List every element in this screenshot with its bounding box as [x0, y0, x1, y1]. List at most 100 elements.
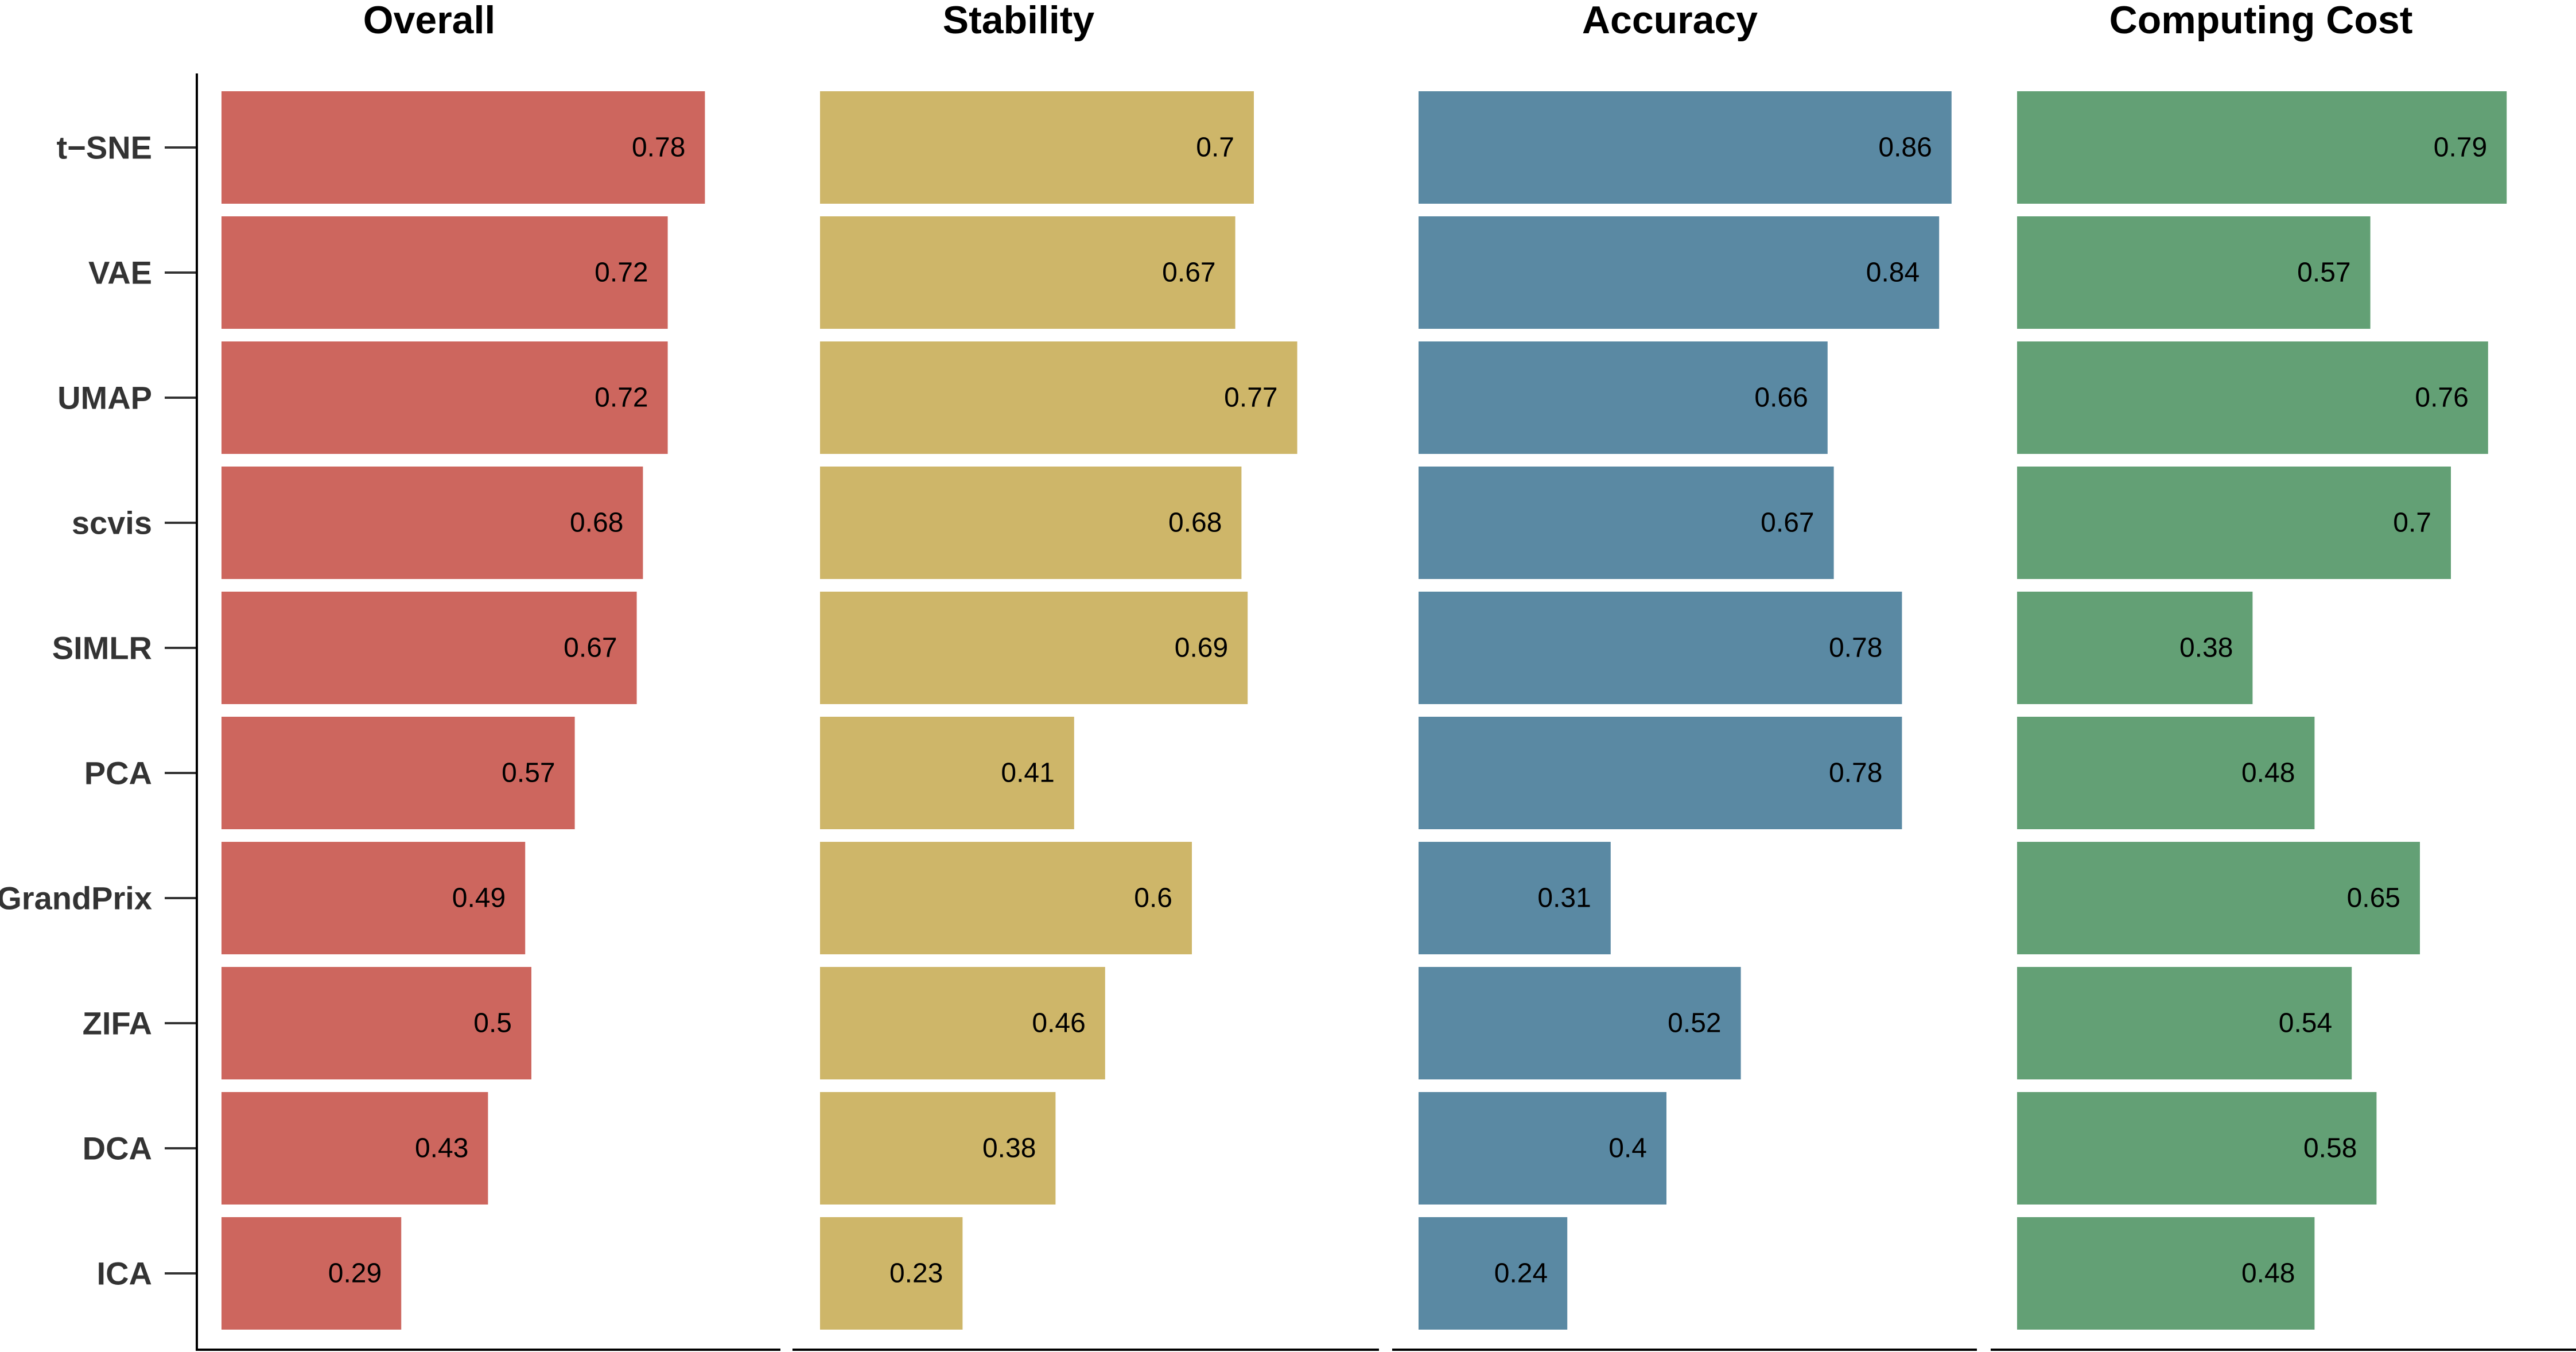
bar [222, 341, 668, 454]
bar [820, 967, 1105, 1079]
data-label: 0.41 [1001, 758, 1054, 788]
bar [2017, 1217, 2315, 1330]
bar [1419, 341, 1828, 454]
bar [820, 467, 1242, 579]
data-label: 0.79 [2434, 133, 2487, 163]
bar [2017, 592, 2253, 704]
panel-title: Computing Cost [2109, 0, 2413, 42]
data-label: 0.54 [2279, 1008, 2332, 1039]
bar [1419, 216, 1940, 329]
data-label: 0.4 [1608, 1133, 1647, 1164]
category-label: ICA [97, 1256, 152, 1292]
bar [820, 1092, 1056, 1205]
value-labels: 0.78 0.72 0.72 0.68 0.67 0.57 0.49 0.5 0.43 0.29 0… [328, 133, 2487, 1289]
bar [2017, 717, 2315, 829]
bars [222, 91, 2507, 1330]
bar [222, 1217, 402, 1330]
data-label: 0.49 [452, 883, 506, 914]
bar [820, 592, 1248, 704]
bar [2017, 967, 2352, 1079]
bar [222, 91, 705, 204]
data-label: 0.78 [1829, 758, 1882, 788]
bar [1419, 967, 1741, 1079]
data-label: 0.67 [1761, 508, 1814, 538]
bar [222, 467, 643, 579]
bar [2017, 1092, 2377, 1205]
bar [1419, 592, 1902, 704]
bar [222, 592, 637, 704]
data-label: 0.38 [982, 1133, 1036, 1164]
data-label: 0.76 [2415, 383, 2468, 413]
category-label: VAE [88, 255, 152, 291]
data-label: 0.46 [1032, 1008, 1085, 1039]
data-label: 0.68 [570, 508, 623, 538]
data-label: 0.7 [1196, 133, 1234, 163]
data-label: 0.78 [632, 133, 685, 163]
data-label: 0.67 [1162, 258, 1215, 288]
axes [165, 73, 2576, 1351]
bar [2017, 91, 2507, 204]
category-label: UMAP [57, 380, 152, 416]
data-label: 0.48 [2241, 758, 2295, 788]
data-label: 0.69 [1175, 633, 1228, 663]
data-label: 0.7 [2393, 508, 2431, 538]
data-label: 0.68 [1168, 508, 1222, 538]
bar [222, 216, 668, 329]
bar [1419, 842, 1611, 954]
panel-title: Overall [363, 0, 496, 42]
data-label: 0.38 [2179, 633, 2233, 663]
data-label: 0.52 [1668, 1008, 1721, 1039]
category-label: DCA [83, 1130, 152, 1167]
data-label: 0.78 [1829, 633, 1882, 663]
bar [820, 216, 1235, 329]
data-label: 0.29 [328, 1258, 382, 1289]
data-label: 0.43 [415, 1133, 468, 1164]
category-label: scvis [72, 505, 152, 541]
bar [222, 967, 531, 1079]
bar [1419, 467, 1834, 579]
bar [2017, 842, 2420, 954]
data-label: 0.66 [1754, 383, 1808, 413]
bar [820, 1217, 963, 1330]
bar [222, 717, 575, 829]
data-label: 0.24 [1494, 1258, 1548, 1289]
category-label: GrandPrix [0, 880, 152, 916]
data-label: 0.57 [502, 758, 555, 788]
data-label: 0.57 [2297, 258, 2350, 288]
data-label: 0.5 [473, 1008, 512, 1039]
data-label: 0.86 [1878, 133, 1932, 163]
data-label: 0.58 [2303, 1133, 2357, 1164]
bar [1419, 91, 1952, 204]
bar [2017, 467, 2451, 579]
data-label: 0.23 [889, 1258, 943, 1289]
bar [1419, 717, 1902, 829]
bar [820, 341, 1297, 454]
panel-titles: Overall Stability Accuracy Computing Cost [363, 0, 2413, 42]
data-label: 0.6 [1134, 883, 1172, 914]
category-labels: t−SNE VAE UMAP scvis SIMLR PCA GrandPrix ZIFA DC… [0, 130, 152, 1292]
data-label: 0.65 [2347, 883, 2400, 914]
panel-title: Accuracy [1582, 0, 1758, 42]
bar [222, 842, 526, 954]
data-label: 0.67 [564, 633, 617, 663]
bar [222, 1092, 488, 1205]
bar [820, 91, 1254, 204]
category-label: SIMLR [52, 630, 152, 666]
category-label: PCA [84, 755, 152, 791]
data-label: 0.31 [1537, 883, 1591, 914]
category-label: ZIFA [83, 1005, 152, 1042]
data-label: 0.84 [1866, 258, 1920, 288]
bar [1419, 1217, 1568, 1330]
category-label: t−SNE [57, 130, 153, 166]
bar [2017, 341, 2488, 454]
data-label: 0.72 [595, 258, 648, 288]
bar [1419, 1092, 1666, 1205]
data-label: 0.48 [2241, 1258, 2295, 1289]
bar [2017, 216, 2371, 329]
bar [820, 717, 1074, 829]
data-label: 0.77 [1224, 383, 1277, 413]
panel-title: Stability [943, 0, 1095, 42]
bar [820, 842, 1192, 954]
data-label: 0.72 [595, 383, 648, 413]
